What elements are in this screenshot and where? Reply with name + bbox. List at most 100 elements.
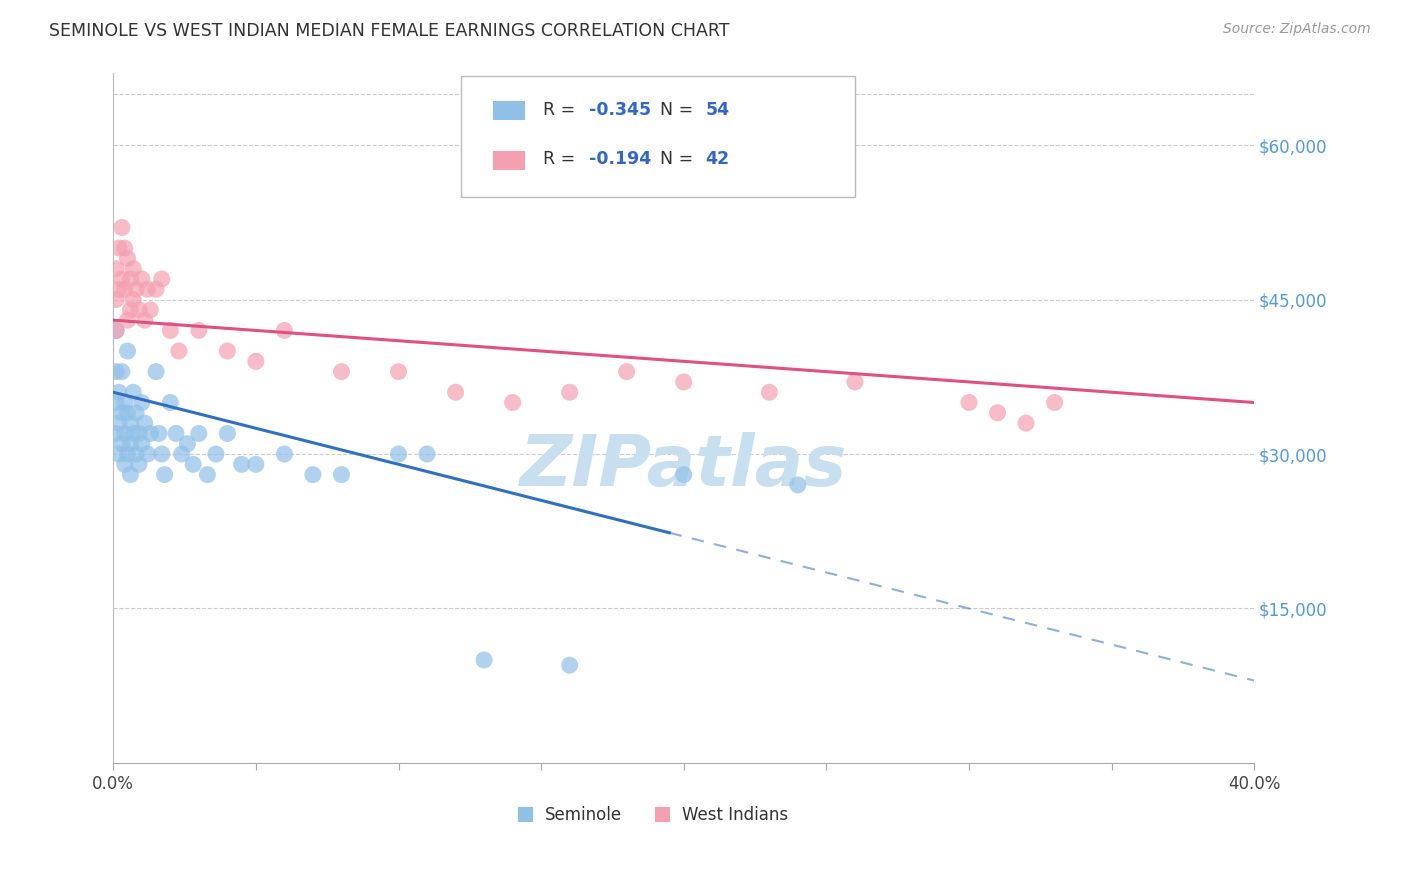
Point — [150, 447, 173, 461]
Point — [117, 344, 139, 359]
Point — [114, 426, 136, 441]
Point — [105, 365, 128, 379]
Point — [120, 302, 142, 317]
Point — [134, 313, 156, 327]
Point — [117, 447, 139, 461]
Point — [245, 354, 267, 368]
Point — [125, 406, 148, 420]
Point — [217, 344, 239, 359]
Text: Seminole: Seminole — [544, 805, 621, 823]
Point — [139, 426, 162, 441]
Point — [105, 395, 128, 409]
Point — [558, 658, 581, 673]
Point — [205, 447, 228, 461]
Point — [145, 282, 167, 296]
Text: ZIPatlas: ZIPatlas — [520, 432, 848, 500]
Point — [170, 447, 193, 461]
Point — [302, 467, 325, 482]
Text: -0.345: -0.345 — [589, 101, 651, 119]
Point — [117, 313, 139, 327]
Point — [108, 385, 131, 400]
Point — [844, 375, 866, 389]
Point — [159, 323, 181, 337]
Point — [165, 426, 187, 441]
Point — [122, 261, 145, 276]
Point — [167, 344, 190, 359]
Point — [131, 436, 153, 450]
Point — [672, 375, 695, 389]
Bar — [494, 151, 526, 169]
Point — [387, 365, 409, 379]
Point — [502, 395, 524, 409]
Point — [145, 365, 167, 379]
Point — [197, 467, 219, 482]
Point — [128, 458, 150, 472]
Text: 54: 54 — [706, 101, 730, 119]
Point — [786, 478, 808, 492]
Point — [111, 365, 134, 379]
Point — [105, 323, 128, 337]
Point — [159, 395, 181, 409]
Point — [330, 467, 353, 482]
Point — [558, 385, 581, 400]
Point — [114, 395, 136, 409]
Point — [125, 447, 148, 461]
Point — [105, 261, 128, 276]
FancyBboxPatch shape — [461, 77, 855, 197]
Point — [387, 447, 409, 461]
Point — [120, 416, 142, 430]
Point — [131, 272, 153, 286]
Point — [122, 385, 145, 400]
Point — [444, 385, 467, 400]
Point — [114, 282, 136, 296]
Point — [273, 323, 295, 337]
Text: R =: R = — [543, 150, 581, 169]
Point — [105, 293, 128, 307]
Text: N =: N = — [659, 150, 699, 169]
Point — [1015, 416, 1038, 430]
Point — [105, 323, 128, 337]
Point — [217, 426, 239, 441]
Point — [134, 416, 156, 430]
Point — [136, 447, 159, 461]
Y-axis label: Median Female Earnings: Median Female Earnings — [0, 317, 8, 519]
Point — [111, 436, 134, 450]
Bar — [519, 807, 533, 822]
Point — [120, 467, 142, 482]
Text: West Indians: West Indians — [682, 805, 787, 823]
Point — [136, 282, 159, 296]
Point — [150, 272, 173, 286]
Point — [187, 323, 209, 337]
Point — [117, 252, 139, 266]
Point — [122, 426, 145, 441]
Point — [176, 436, 198, 450]
Point — [231, 458, 253, 472]
Point — [120, 272, 142, 286]
Point — [148, 426, 170, 441]
Point — [122, 293, 145, 307]
Point — [957, 395, 980, 409]
Text: -0.194: -0.194 — [589, 150, 651, 169]
Point — [111, 272, 134, 286]
Text: Source: ZipAtlas.com: Source: ZipAtlas.com — [1223, 22, 1371, 37]
Point — [273, 447, 295, 461]
Text: R =: R = — [543, 101, 581, 119]
Text: SEMINOLE VS WEST INDIAN MEDIAN FEMALE EARNINGS CORRELATION CHART: SEMINOLE VS WEST INDIAN MEDIAN FEMALE EA… — [49, 22, 730, 40]
Point — [125, 282, 148, 296]
Point — [758, 385, 780, 400]
Point — [416, 447, 439, 461]
Point — [111, 220, 134, 235]
Point — [108, 447, 131, 461]
Point — [986, 406, 1008, 420]
Point — [330, 365, 353, 379]
Point — [1043, 395, 1066, 409]
Text: 42: 42 — [706, 150, 730, 169]
Point — [245, 458, 267, 472]
Bar — [655, 807, 671, 822]
Point — [114, 458, 136, 472]
Point — [128, 302, 150, 317]
Point — [153, 467, 176, 482]
Point — [108, 241, 131, 255]
Point — [139, 302, 162, 317]
Point — [120, 436, 142, 450]
